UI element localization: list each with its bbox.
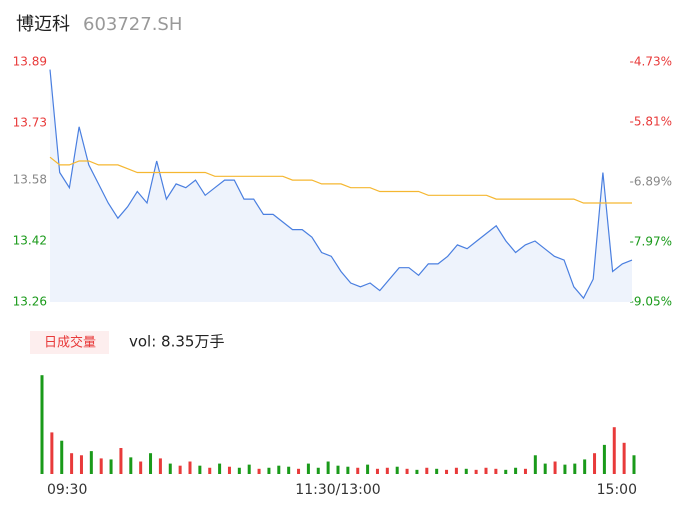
- volume-bar: [366, 464, 370, 474]
- stock-name: 博迈科: [16, 14, 70, 35]
- x-tick-label: 09:30: [47, 482, 87, 498]
- legend-tag-box: [30, 331, 109, 354]
- volume-bar: [168, 463, 172, 474]
- volume-bar: [385, 467, 389, 474]
- volume-bar: [632, 455, 636, 474]
- y-tick-label: 13.42: [13, 234, 47, 248]
- volume-bar: [454, 467, 458, 474]
- y2-tick-label: -5.81%: [630, 115, 672, 129]
- y-tick-label: 13.26: [13, 295, 47, 309]
- volume-bar: [336, 465, 340, 474]
- y-tick-label: 13.73: [13, 115, 47, 129]
- volume-bar: [50, 432, 54, 474]
- price-line: [49, 69, 633, 300]
- volume-bar: [346, 466, 350, 474]
- volume-bar: [188, 461, 192, 474]
- volume-bar: [583, 459, 587, 474]
- volume-bar: [622, 442, 626, 474]
- volume-bar: [543, 463, 547, 474]
- volume-bar: [405, 468, 409, 474]
- volume-bar: [494, 468, 498, 474]
- volume-bar: [435, 468, 439, 474]
- volume-bar: [523, 468, 527, 474]
- y-tick-label: 13.89: [13, 55, 47, 69]
- volume-bar: [375, 468, 379, 474]
- volume-bar: [139, 461, 143, 474]
- price-area: [50, 69, 632, 302]
- volume-bar: [178, 465, 182, 474]
- y2-tick-label: -4.73%: [630, 55, 672, 69]
- volume-bar: [316, 467, 320, 474]
- volume-bar: [227, 466, 231, 474]
- volume-bar: [149, 453, 153, 474]
- volume-bar: [129, 457, 133, 474]
- stock-code: 603727.SH: [83, 14, 182, 35]
- volume-bar: [158, 458, 162, 474]
- volume-bar: [395, 466, 399, 474]
- volume-bar: [573, 463, 577, 474]
- y2-tick-label: -6.89%: [630, 175, 672, 189]
- volume-bar: [109, 459, 113, 474]
- y2-tick-label: -9.05%: [630, 295, 672, 309]
- volume-bar: [237, 467, 241, 474]
- volume-bar: [79, 455, 83, 474]
- average-line: [49, 156, 632, 204]
- volume-reading: vol: 8.35万手: [129, 333, 224, 351]
- volume-bar: [40, 375, 44, 474]
- volume-bar: [563, 464, 567, 474]
- volume-bar: [514, 467, 518, 474]
- x-tick-label: 15:00: [597, 482, 637, 498]
- volume-bar: [119, 448, 123, 474]
- volume-bar: [474, 469, 478, 474]
- volume-bar: [612, 427, 616, 474]
- volume-bar: [326, 461, 330, 474]
- y2-tick-label: -7.97%: [630, 235, 672, 249]
- volume-bar: [306, 463, 310, 474]
- volume-bar: [593, 453, 597, 474]
- volume-bar: [60, 440, 64, 474]
- volume-bar: [218, 463, 222, 474]
- volume-bar: [425, 467, 429, 474]
- volume-bar: [533, 455, 537, 474]
- y-tick-label: 13.58: [13, 173, 47, 187]
- volume-bar: [297, 468, 301, 474]
- volume-bar: [464, 468, 468, 474]
- volume-bar: [247, 464, 251, 474]
- volume-bar: [602, 444, 606, 474]
- volume-bar: [208, 467, 212, 474]
- x-tick-label: 11:30/13:00: [295, 482, 380, 498]
- volume-bar: [504, 469, 508, 474]
- volume-bar: [484, 467, 488, 474]
- volume-bar: [89, 451, 93, 474]
- volume-bar: [70, 453, 74, 474]
- volume-bar: [553, 461, 557, 474]
- volume-bar: [415, 469, 419, 474]
- volume-bar: [257, 468, 261, 474]
- volume-bar: [277, 465, 281, 474]
- volume-bar: [356, 467, 360, 474]
- volume-bar: [198, 465, 202, 474]
- volume-bar: [287, 466, 291, 474]
- volume-bar: [445, 469, 449, 474]
- volume-bar: [267, 467, 271, 474]
- volume-legend: 日成交量: [44, 335, 96, 351]
- volume-bar: [99, 458, 103, 474]
